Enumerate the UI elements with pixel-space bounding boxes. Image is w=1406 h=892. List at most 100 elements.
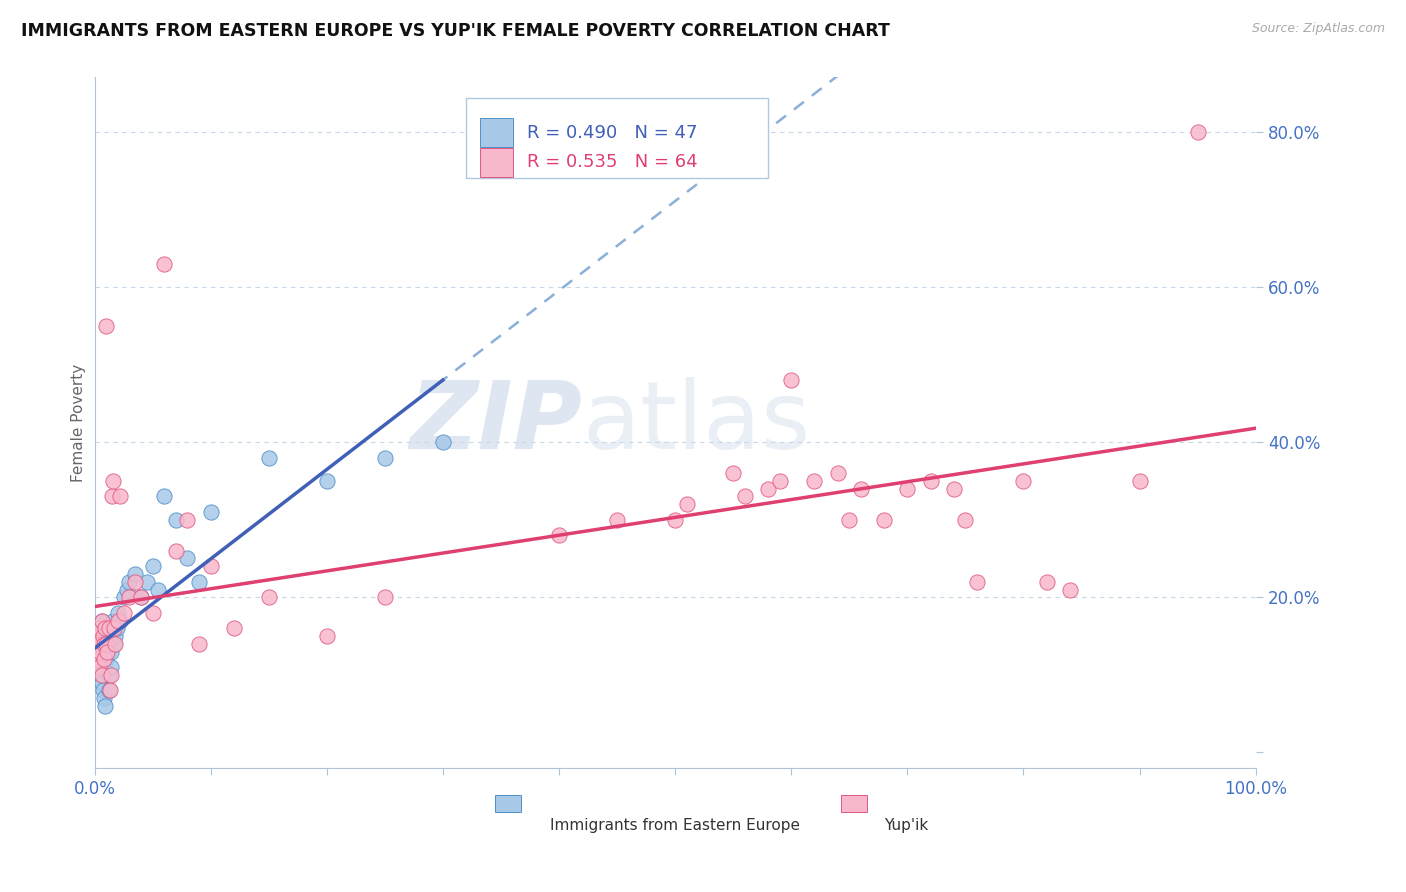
Point	[94, 644, 117, 658]
Point	[104, 629, 127, 643]
Point	[1012, 474, 1035, 488]
Point	[97, 683, 120, 698]
Point	[153, 490, 176, 504]
Point	[664, 513, 686, 527]
Point	[97, 621, 120, 635]
Point	[1035, 574, 1057, 589]
Point	[84, 648, 107, 663]
Text: Immigrants from Eastern Europe: Immigrants from Eastern Europe	[550, 818, 800, 832]
Point	[93, 691, 115, 706]
Point	[142, 606, 165, 620]
Point	[93, 637, 115, 651]
Point	[188, 637, 211, 651]
Point	[94, 698, 117, 713]
Point	[124, 574, 146, 589]
Point	[89, 644, 111, 658]
Text: atlas: atlas	[582, 376, 810, 468]
Point	[142, 559, 165, 574]
Point	[87, 637, 110, 651]
Point	[86, 637, 108, 651]
Text: R = 0.535   N = 64: R = 0.535 N = 64	[526, 153, 697, 171]
Point	[200, 559, 222, 574]
Point	[101, 474, 124, 488]
Point	[89, 621, 111, 635]
Point	[86, 629, 108, 643]
Point	[165, 513, 187, 527]
Point	[96, 644, 118, 658]
Point	[222, 621, 245, 635]
Point	[98, 683, 121, 698]
Point	[115, 582, 138, 597]
Point	[104, 637, 127, 651]
Point	[200, 505, 222, 519]
FancyBboxPatch shape	[467, 98, 768, 178]
Point	[93, 660, 115, 674]
Point	[153, 257, 176, 271]
Point	[966, 574, 988, 589]
Point	[97, 668, 120, 682]
Point	[873, 513, 896, 527]
Point	[803, 474, 825, 488]
Point	[165, 543, 187, 558]
Point	[89, 621, 111, 635]
Point	[101, 614, 124, 628]
Point	[112, 606, 135, 620]
Point	[124, 566, 146, 581]
Point	[96, 318, 118, 333]
Point	[315, 474, 337, 488]
Text: Yup'ik: Yup'ik	[884, 818, 928, 832]
Point	[108, 614, 131, 628]
Point	[769, 474, 792, 488]
Bar	[841, 795, 866, 812]
Point	[257, 450, 280, 465]
Point	[103, 621, 125, 635]
Point	[100, 668, 122, 682]
Point	[1129, 474, 1152, 488]
Point	[89, 644, 111, 658]
Point	[89, 668, 111, 682]
Point	[118, 591, 141, 605]
Point	[108, 490, 131, 504]
Point	[96, 644, 118, 658]
Point	[91, 629, 114, 643]
Point	[107, 614, 129, 628]
Point	[548, 528, 571, 542]
Point	[176, 551, 198, 566]
Bar	[479, 148, 513, 177]
Point	[827, 466, 849, 480]
Point	[896, 482, 918, 496]
Point	[101, 621, 124, 635]
Point	[101, 490, 124, 504]
Text: Source: ZipAtlas.com: Source: ZipAtlas.com	[1251, 22, 1385, 36]
Point	[91, 683, 114, 698]
Point	[374, 591, 396, 605]
Point	[91, 629, 114, 643]
Point	[100, 660, 122, 674]
Bar	[495, 795, 520, 812]
Text: ZIP: ZIP	[409, 376, 582, 468]
Point	[129, 591, 152, 605]
Point	[606, 513, 628, 527]
Point	[96, 637, 118, 651]
Point	[432, 435, 454, 450]
Point	[90, 614, 112, 628]
Point	[188, 574, 211, 589]
Point	[942, 482, 965, 496]
Point	[734, 490, 756, 504]
Text: IMMIGRANTS FROM EASTERN EUROPE VS YUP'IK FEMALE POVERTY CORRELATION CHART: IMMIGRANTS FROM EASTERN EUROPE VS YUP'IK…	[21, 22, 890, 40]
Point	[721, 466, 744, 480]
Y-axis label: Female Poverty: Female Poverty	[72, 364, 86, 482]
Bar	[479, 118, 513, 147]
Point	[955, 513, 977, 527]
Point	[129, 591, 152, 605]
Text: R = 0.490   N = 47: R = 0.490 N = 47	[526, 124, 697, 142]
Point	[315, 629, 337, 643]
Point	[105, 621, 128, 635]
Point	[838, 513, 860, 527]
Point	[94, 621, 117, 635]
Point	[87, 652, 110, 666]
Point	[103, 637, 125, 651]
Point	[93, 652, 115, 666]
Point	[1187, 125, 1209, 139]
Point	[920, 474, 942, 488]
